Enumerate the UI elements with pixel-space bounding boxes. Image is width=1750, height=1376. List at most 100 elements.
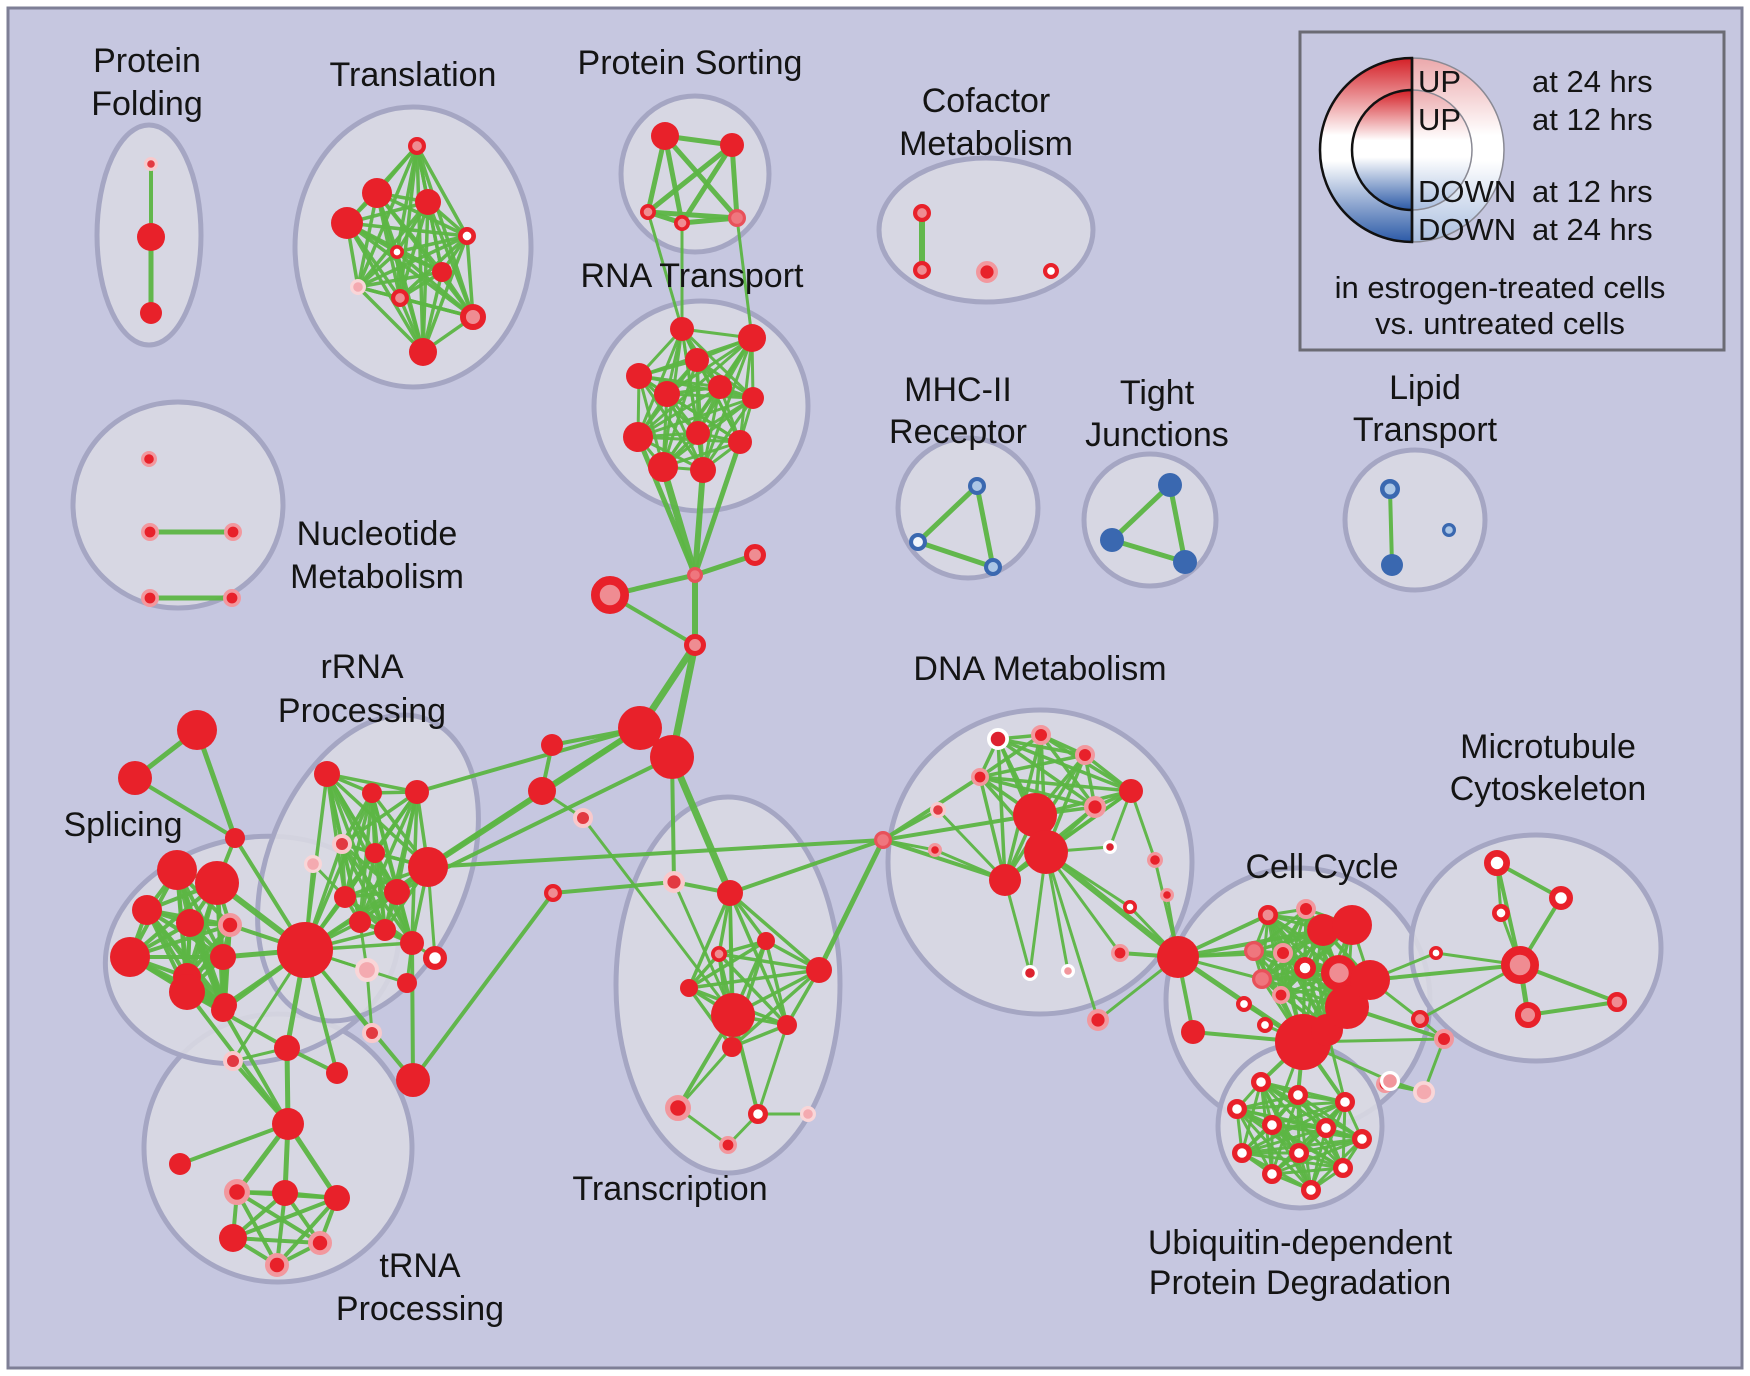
legend-footer-line1: in estrogen-treated cells [1335, 270, 1666, 305]
edge-ps3-rt1 [646, 210, 684, 331]
edge-m2-m3 [915, 539, 996, 570]
cluster-label-cofactor-metabolism: Cofactor Metabolism [899, 82, 1073, 163]
cluster-label-rna-transport: RNA Transport [581, 257, 805, 295]
edge-t3-t8 [356, 200, 430, 289]
node-m3 [984, 558, 1003, 577]
node-d13 [1146, 851, 1163, 868]
node-d5 [929, 801, 946, 818]
node-cc4 [1332, 905, 1372, 945]
node-rt11 [648, 452, 678, 482]
edge-d9-d11 [1003, 789, 1133, 882]
node-t7 [432, 262, 452, 282]
edge-tr4-tr7 [275, 1196, 339, 1267]
node-rt12 [690, 457, 716, 483]
edge-t6-t8 [356, 250, 399, 289]
edge-t7-t8 [356, 270, 444, 289]
cluster-label-protein-sorting: Protein Sorting [578, 44, 803, 82]
node-ps4 [674, 214, 691, 231]
edge-rr3-rr4 [340, 790, 419, 846]
node-tc9 [664, 1094, 691, 1121]
node-tchub [711, 993, 755, 1037]
legend-row-dir-3: DOWN [1418, 212, 1516, 247]
node-pf2 [137, 223, 165, 251]
node-tr6 [307, 1231, 332, 1256]
cluster-lipid-transport [1342, 447, 1488, 593]
edge-st2-st3 [133, 776, 237, 840]
edge-u10-u11 [1270, 1166, 1345, 1176]
edge-lc3-tchub [581, 816, 735, 1017]
node-t10 [459, 303, 486, 330]
node-ps2 [720, 133, 744, 157]
node-b3 [590, 575, 629, 614]
node-st3 [225, 828, 245, 848]
node-lc4 [544, 884, 563, 903]
node-rr19 [396, 1063, 430, 1097]
node-rt3 [626, 363, 652, 389]
node-mt11 [1412, 1080, 1435, 1103]
node-pf1 [144, 157, 159, 172]
legend-row-time-0: at 24 hrs [1532, 64, 1653, 99]
node-rt8 [623, 422, 653, 452]
node-mt8 [1410, 1010, 1429, 1029]
cluster-label-translation: Translation [330, 56, 497, 94]
node-rr17 [223, 1051, 243, 1071]
cluster-label-microtubule-cytoskeleton: Microtubule Cytoskeleton [1450, 728, 1647, 808]
edge-m1-m3 [974, 483, 996, 570]
node-sp10 [169, 974, 205, 1010]
node-ps1 [651, 122, 679, 150]
edge-u7-u9 [1297, 1137, 1364, 1155]
node-pf3 [140, 302, 162, 324]
node-rt7 [742, 387, 764, 409]
node-mt4 [1428, 946, 1443, 961]
node-rt5 [654, 381, 680, 407]
node-d3 [1075, 745, 1095, 765]
edge-ps4-ps5 [679, 215, 740, 226]
node-rr16 [274, 1035, 300, 1061]
node-cf4 [1042, 262, 1059, 279]
node-st1 [177, 710, 217, 750]
node-tc12 [718, 1136, 737, 1155]
node-sp3 [132, 895, 162, 925]
node-x1 [1379, 1070, 1400, 1091]
edge-d4-d10 [978, 775, 1097, 809]
node-rr3 [405, 780, 429, 804]
edge-tj1-tj2 [1109, 482, 1173, 543]
node-u12 [1300, 1179, 1321, 1200]
cluster-label-protein-folding: Protein Folding [91, 42, 203, 123]
cluster-label-mhc-ii-receptor: MHC-II Receptor [889, 371, 1027, 451]
node-d21 [1181, 1020, 1205, 1044]
legend-row-dir-2: DOWN [1418, 174, 1516, 209]
node-cf2 [913, 261, 932, 280]
edge-d13-d11 [1129, 789, 1157, 862]
edge-dc1-d5 [881, 808, 940, 842]
node-d6 [927, 842, 942, 857]
edge-ps1-ps5 [662, 133, 740, 221]
node-rr9 [408, 847, 448, 887]
node-rt2 [738, 324, 766, 352]
edge-d19-d8 [1043, 849, 1181, 960]
node-u4 [1226, 1098, 1247, 1119]
node-d15 [1122, 900, 1137, 915]
node-u5 [1261, 1114, 1282, 1135]
node-d19 [1157, 936, 1199, 978]
node-ps3 [640, 203, 657, 220]
edge-d20-d8 [1044, 850, 1100, 1022]
edge-hub2-tc2 [668, 753, 734, 897]
node-d7 [1013, 793, 1057, 837]
edge-ps5-rt2 [735, 216, 754, 340]
node-t11 [409, 338, 437, 366]
node-cf1 [913, 204, 932, 223]
edge-d1-d10 [996, 737, 1097, 809]
node-n4 [141, 588, 160, 607]
node-sp4 [176, 909, 204, 937]
node-d11 [1119, 779, 1143, 803]
edge-rt12-b1 [692, 467, 706, 578]
edge-ps2-ps3 [645, 142, 735, 215]
edge-tj2-tj3 [1109, 537, 1188, 565]
node-tr4 [324, 1185, 350, 1211]
node-u1 [1250, 1071, 1271, 1092]
node-cc16 [1350, 960, 1390, 1000]
node-rr15 [397, 973, 417, 993]
cluster-label-transcription: Transcription [572, 1170, 767, 1208]
